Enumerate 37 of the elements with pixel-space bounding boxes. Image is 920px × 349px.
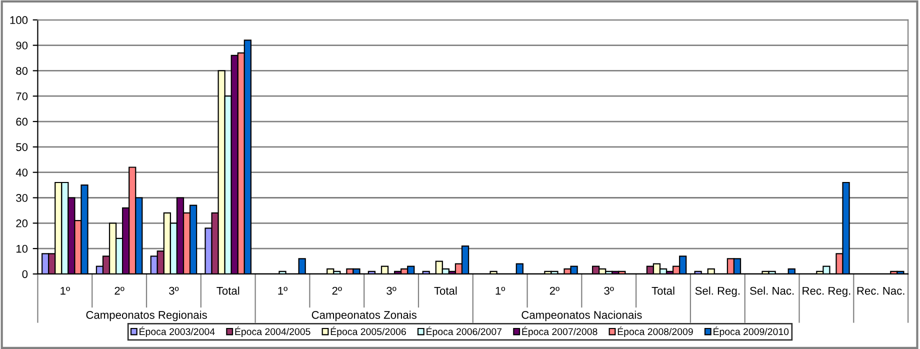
y-tick-label: 90 bbox=[16, 42, 28, 50]
legend-label: Época 2008/2009 bbox=[618, 326, 693, 338]
y-tick-label: 40 bbox=[16, 168, 28, 176]
y-tick-label: 100 bbox=[10, 16, 28, 24]
legend-label: Época 2003/2004 bbox=[140, 326, 215, 338]
x-tick-label: Rec. Reg. bbox=[802, 286, 850, 297]
x-tick-label: 3º bbox=[386, 286, 396, 295]
y-tick-label: 10 bbox=[16, 244, 28, 253]
x-tick-label: 1º bbox=[278, 286, 288, 295]
y-tick-label: 0 bbox=[22, 270, 28, 278]
x-tick-label: Total bbox=[216, 286, 240, 295]
x-tick-label: 1º bbox=[60, 286, 70, 295]
legend-label: Época 2007/2008 bbox=[522, 326, 598, 338]
legend-label: Época 2009/2010 bbox=[714, 326, 789, 338]
x-tick-label: Sel. Reg. bbox=[695, 286, 740, 297]
x-tick-label: Total bbox=[434, 286, 457, 295]
y-tick-label: 70 bbox=[16, 92, 28, 100]
text: Campeonatos Zonais bbox=[312, 310, 416, 322]
text: Campeonatos Regionais bbox=[86, 310, 207, 322]
x-tick-label: 2º bbox=[332, 286, 342, 295]
x-tick-label: 1º bbox=[496, 286, 506, 295]
legend-label: Época 2005/2006 bbox=[330, 326, 406, 338]
legend-label: Época 2004/2005 bbox=[235, 326, 310, 338]
y-tick-label: 80 bbox=[16, 66, 28, 75]
y-tick-label: 50 bbox=[16, 143, 28, 152]
y-tick-label: 30 bbox=[16, 194, 28, 202]
text: Campeonatos Nacionais bbox=[522, 310, 642, 322]
x-tick-label: Rec. Nac. bbox=[857, 286, 904, 295]
y-tick-label: 60 bbox=[16, 118, 28, 126]
x-tick-label: 2º bbox=[114, 286, 124, 295]
x-tick-label: 3º bbox=[169, 286, 179, 295]
x-tick-label: Total bbox=[652, 286, 674, 295]
legend-label: Época 2006/2007 bbox=[426, 326, 502, 338]
x-tick-label: Sel. Nac. bbox=[750, 286, 794, 295]
x-tick-label: 3º bbox=[604, 286, 614, 295]
x-tick-label: 2º bbox=[550, 286, 560, 295]
y-tick-label: 20 bbox=[16, 219, 28, 228]
